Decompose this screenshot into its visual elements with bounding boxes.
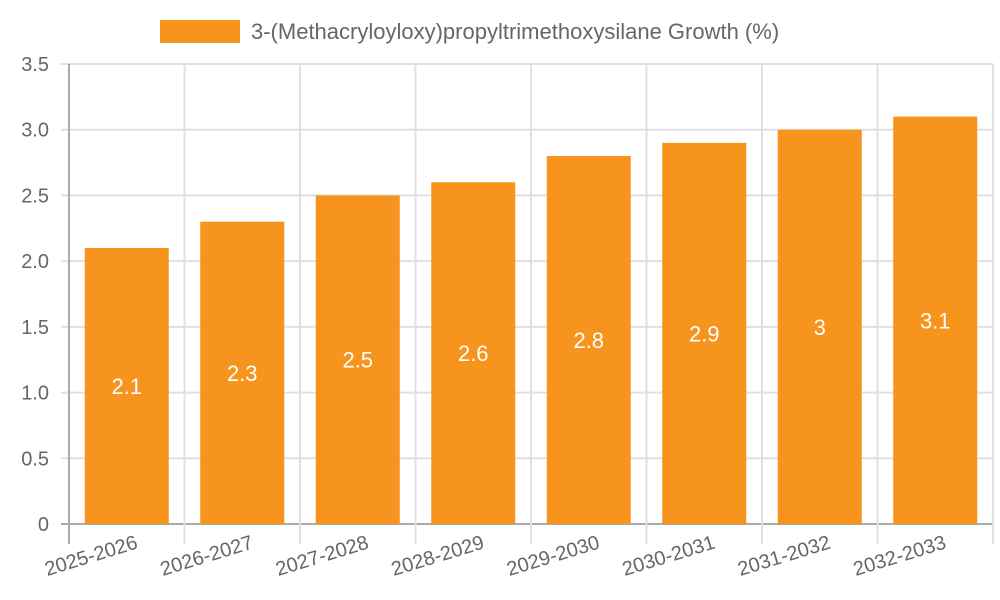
x-tick-label: 2031-2032 [735,532,833,581]
bar[interactable] [200,221,285,524]
x-tick-label: 2028-2029 [389,532,487,581]
y-tick-label: 1.0 [21,383,49,405]
x-tick-label: 2032-2033 [851,532,949,581]
bars: 2.1 2.3 2.5 2.6 2.8 2.9 3 3.1 [84,116,978,525]
y-tick-label: 3.5 [21,54,49,76]
y-tick-label: 1.5 [21,317,49,339]
y-tick-label: 2.0 [21,251,49,273]
bar-value-label: 2.9 [689,321,720,346]
bar[interactable] [777,129,862,524]
bar[interactable] [84,248,169,524]
bar-value-label: 3 [814,315,826,340]
legend-label: 3-(Methacryloyloxy)propyltrimethoxysilan… [251,19,779,44]
legend-swatch [160,20,240,43]
bar-value-label: 2.5 [342,348,373,373]
bar-value-label: 2.3 [227,361,258,386]
legend[interactable]: 3-(Methacryloyloxy)propyltrimethoxysilan… [160,19,779,44]
y-tick-label: 0 [38,514,49,536]
bar[interactable] [893,116,978,525]
x-tick-label: 2025-2026 [42,532,140,581]
bar-value-label: 2.6 [458,341,489,366]
bar-value-label: 3.1 [920,308,951,333]
bar-value-label: 2.1 [111,374,142,399]
x-tick-label: 2030-2031 [620,532,718,581]
x-tick-label: 2029-2030 [504,532,602,581]
bar[interactable] [662,142,747,524]
y-tick-label: 0.5 [21,448,49,470]
x-tick-label: 2026-2027 [158,532,256,581]
x-tick-label: 2027-2028 [273,532,371,581]
bar[interactable] [546,156,631,524]
y-tick-label: 2.5 [21,185,49,207]
bar-value-label: 2.8 [573,328,604,353]
bar[interactable] [315,195,400,524]
bar[interactable] [431,182,516,525]
y-tick-label: 3.0 [21,120,49,142]
